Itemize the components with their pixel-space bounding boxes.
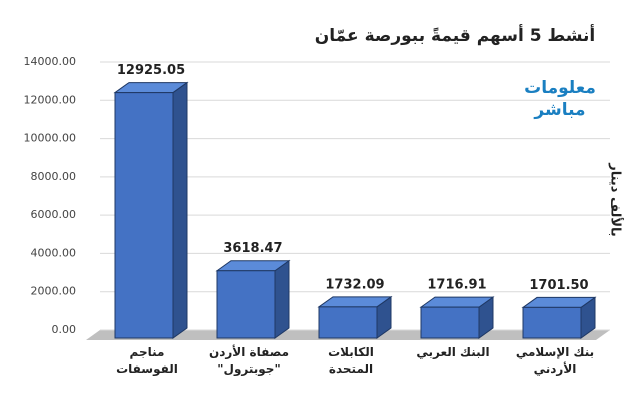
bar-front	[114, 92, 174, 339]
bar-front	[216, 270, 276, 339]
x-tick-label: مناجم الفوسفات	[116, 345, 178, 376]
bar	[419, 296, 495, 339]
value-label: 12925.05	[117, 63, 185, 78]
y-tick-label: 8000.00	[31, 170, 77, 183]
value-label: 3618.47	[223, 241, 282, 256]
x-tick-label: الكابلات المتحدة	[328, 345, 374, 376]
value-label: 1701.50	[529, 278, 588, 293]
value-label: 1716.91	[427, 278, 486, 293]
bar	[521, 296, 597, 339]
y-tick-label: 6000.00	[31, 208, 77, 221]
bar-front	[522, 306, 582, 339]
bar	[317, 295, 393, 339]
x-tick-label: مصفاة الأردن "جوبترول"	[208, 345, 289, 376]
logo-line1: معلومات	[524, 78, 596, 98]
chart-title: أنشط 5 أسهم قيمةً ببورصة عمّان	[315, 24, 595, 46]
bar-side	[172, 81, 188, 339]
bar	[113, 81, 189, 339]
x-tick-label: بنك الإسلامي الأردني	[515, 345, 595, 376]
y-tick-label: 2000.00	[31, 285, 77, 298]
y-tick-label: 10000.00	[24, 132, 77, 145]
bar-side	[274, 259, 290, 339]
y-tick-label: 12000.00	[24, 93, 77, 106]
y-tick-label: 0.00	[52, 323, 77, 336]
bar-front	[420, 306, 480, 339]
logo-line2: مباشر	[533, 100, 585, 120]
y-tick-label: 4000.00	[31, 246, 77, 259]
bar	[215, 259, 291, 339]
bar-front	[318, 306, 378, 339]
y-tick-label: 14000.00	[24, 55, 77, 68]
value-label: 1732.09	[325, 277, 384, 292]
x-tick-label: البنك العربي	[416, 345, 490, 359]
y-axis-label: بالألف دينار	[608, 162, 625, 237]
